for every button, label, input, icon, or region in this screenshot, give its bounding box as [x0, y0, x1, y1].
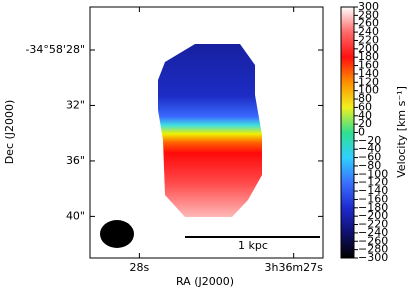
x-axis-label: RA (J2000) [176, 275, 234, 288]
y-tick-label: 40" [66, 209, 85, 222]
colorbar-tick-label: 300 [358, 0, 379, 13]
colorbar-tick-label: −240 [358, 226, 388, 239]
colorbar-tick-label: −200 [358, 209, 388, 222]
colorbar-tick-label: −180 [358, 201, 388, 214]
velocity-map [158, 44, 262, 217]
colorbar-tick-label: −160 [358, 192, 388, 205]
colorbar-tick-label: 260 [358, 17, 379, 30]
beam [100, 220, 134, 248]
colorbar-tick-label: −300 [358, 251, 388, 264]
colorbar-tick-label: −220 [358, 218, 388, 231]
colorbar-tick-label: −20 [358, 134, 381, 147]
colorbar-tick-label: 20 [358, 117, 372, 130]
y-tick-label: 36" [66, 154, 85, 167]
colorbar-tick-label: 240 [358, 25, 379, 38]
colorbar-tick-label: −140 [358, 184, 388, 197]
colorbar-tick-label: −120 [358, 176, 388, 189]
colorbar [340, 6, 355, 259]
colorbar-tick-label: 220 [358, 33, 379, 46]
colorbar-tick-label: −40 [358, 142, 381, 155]
y-tick-label: -34°58'28" [25, 43, 85, 56]
x-tick-label: 3h36m27s [264, 261, 323, 274]
colorbar-tick-label: 0 [358, 126, 365, 139]
colorbar-tick-label: 40 [358, 109, 372, 122]
colorbar-tick-label: 120 [358, 75, 379, 88]
y-tick-label: 32" [66, 98, 85, 111]
scale-bar-label: 1 kpc [238, 239, 268, 252]
colorbar-tick-label: −100 [358, 167, 388, 180]
colorbar-tick-label: −60 [358, 151, 381, 164]
colorbar-tick-label: 200 [358, 42, 379, 55]
colorbar-tick-label: 100 [358, 84, 379, 97]
colorbar-tick-label: 60 [358, 100, 372, 113]
colorbar-tick-label: −260 [358, 234, 388, 247]
colorbar-tick-label: 140 [358, 67, 379, 80]
colorbar-label: Velocity [km s⁻¹] [395, 86, 408, 178]
colorbar-tick-label: 80 [358, 92, 372, 105]
colorbar-tick-label: 160 [358, 59, 379, 72]
colorbar-tick-label: −280 [358, 243, 388, 256]
x-tick-label: 28s [130, 261, 150, 274]
colorbar-tick-label: 180 [358, 50, 379, 63]
y-axis-label: Dec (J2000) [3, 100, 16, 165]
colorbar-tick-label: 280 [358, 8, 379, 21]
colorbar-tick-label: −80 [358, 159, 381, 172]
